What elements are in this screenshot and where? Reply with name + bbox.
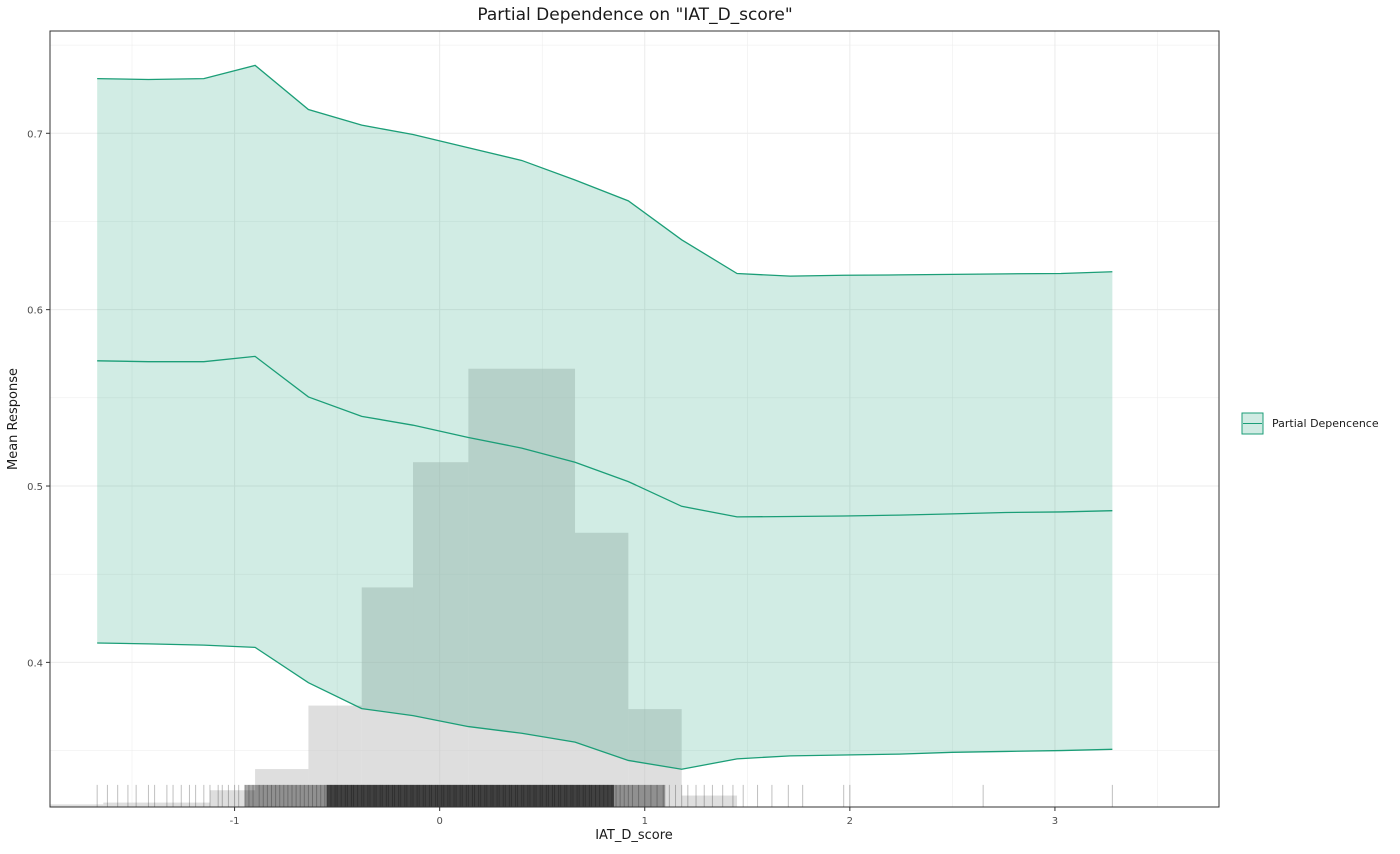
y-axis: 0.4 0.5 0.6 0.7 [27, 129, 50, 669]
ribbon-area [97, 65, 1113, 770]
histogram-bar [50, 804, 104, 807]
upper-bound-line [97, 64, 1113, 277]
y-axis-label: Mean Response [6, 368, 21, 470]
histogram-bar [575, 532, 629, 807]
x-tick-label: 2 [847, 816, 853, 827]
plot-panel [50, 31, 1219, 807]
histogram-bar [209, 790, 256, 807]
legend-label: Partial Depencence [1272, 417, 1379, 430]
legend: Partial Depencence [1241, 412, 1379, 435]
x-tick-label: 3 [1052, 816, 1058, 827]
histogram-bar [361, 587, 414, 807]
histogram-bar [255, 769, 309, 807]
grid-lines [50, 31, 1219, 807]
panel-border [49, 30, 1220, 808]
rug-marks [96, 784, 1113, 807]
histogram-bars [50, 368, 738, 807]
confidence-ribbon [97, 65, 1113, 770]
x-axis-label: IAT_D_score [595, 828, 673, 843]
y-tick-label: 0.4 [27, 658, 43, 669]
chart-title: Partial Dependence on "IAT_D_score" [477, 5, 792, 25]
histogram-bar [628, 709, 682, 807]
partial-dependence-lines [97, 64, 1113, 770]
y-tick-label: 0.7 [27, 129, 43, 140]
y-tick-label: 0.5 [27, 482, 43, 493]
rug-dense-core [326, 784, 614, 807]
histogram-bar [156, 802, 210, 807]
x-axis: -1 0 1 2 3 [230, 807, 1058, 827]
histogram-bar [413, 462, 469, 807]
histogram-bar [681, 795, 738, 807]
x-tick-label: -1 [230, 816, 240, 827]
mean-response-line [97, 355, 1113, 518]
histogram-bar [468, 368, 576, 807]
y-tick-label: 0.6 [27, 306, 43, 317]
lower-bound-line [97, 642, 1113, 770]
x-tick-label: 1 [642, 816, 648, 827]
x-tick-label: 0 [436, 816, 442, 827]
histogram-bar [103, 802, 157, 807]
